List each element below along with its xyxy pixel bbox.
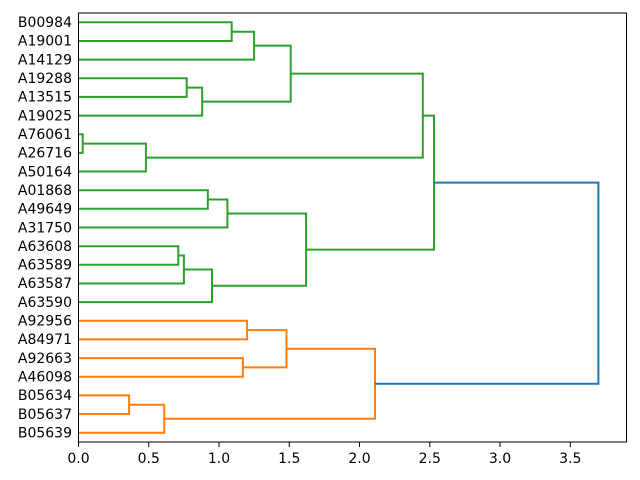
- leaf-label: A76061: [18, 127, 72, 143]
- plot-border: [78, 12, 627, 443]
- x-tick-label: 3.0: [489, 451, 511, 467]
- leaf-label: A13515: [18, 90, 72, 106]
- x-tick-label: 1.5: [278, 451, 300, 467]
- leaf-label: A50164: [18, 164, 72, 180]
- leaf-label: B00984: [18, 15, 72, 31]
- leaf-label: A46098: [18, 369, 72, 385]
- leaf-label: B05634: [18, 388, 72, 404]
- leaf-label: A01868: [18, 183, 72, 199]
- x-tick-label: 0.0: [67, 451, 89, 467]
- x-tick-label: 2.5: [419, 451, 441, 467]
- leaf-label: A63587: [18, 276, 72, 292]
- x-tick-label: 2.0: [348, 451, 370, 467]
- leaf-label: A14129: [18, 52, 72, 68]
- leaf-label: A19001: [18, 34, 72, 50]
- leaf-label: A26716: [18, 146, 72, 162]
- leaf-label: A31750: [18, 220, 72, 236]
- leaf-label: A19288: [18, 71, 72, 87]
- leaf-label: B05637: [18, 407, 72, 423]
- dendrogram-link-R1: [375, 181, 600, 385]
- leaf-label: A84971: [18, 332, 72, 348]
- leaf-label: A49649: [18, 202, 72, 218]
- leaf-label: A63590: [18, 295, 72, 311]
- leaf-label: B05639: [18, 425, 72, 441]
- x-tick-label: 1.0: [208, 451, 230, 467]
- leaf-label: A92956: [18, 314, 72, 330]
- leaf-label: A63589: [18, 258, 72, 274]
- x-tick-label: 3.5: [559, 451, 581, 467]
- leaf-label: A63608: [18, 239, 72, 255]
- leaf-label: A19025: [18, 108, 72, 124]
- x-tick-label: 0.5: [138, 451, 160, 467]
- leaf-label: A92663: [18, 351, 72, 367]
